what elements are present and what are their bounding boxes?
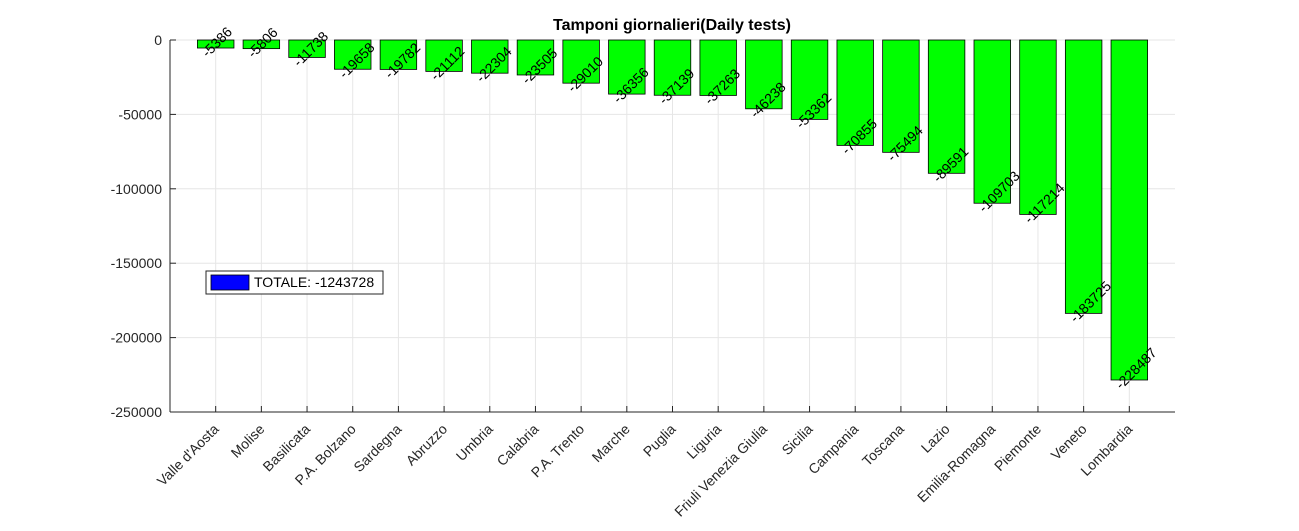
legend: TOTALE: -1243728 xyxy=(205,270,384,295)
legend-box xyxy=(205,270,384,295)
chart-title: Tamponi giornalieri(Daily tests) xyxy=(553,17,791,34)
bar xyxy=(516,39,555,76)
x-tick-label: Lazio xyxy=(918,421,953,456)
x-tick-label: Marche xyxy=(589,421,633,465)
bar xyxy=(288,39,326,58)
x-tick-label: Sicilia xyxy=(778,421,815,458)
bar xyxy=(562,39,600,84)
bar xyxy=(653,39,692,96)
x-tick-label: Sardegna xyxy=(350,421,404,475)
bar xyxy=(973,39,1011,204)
x-tick-label: Umbria xyxy=(453,421,496,464)
y-tick-label: -100000 xyxy=(111,181,163,197)
bar xyxy=(197,39,235,49)
bar xyxy=(242,39,281,50)
bar xyxy=(1019,39,1057,215)
y-tick-label: 0 xyxy=(154,32,162,48)
bar xyxy=(1110,39,1148,381)
bar xyxy=(334,39,372,70)
y-tick-label: -250000 xyxy=(111,404,163,420)
bar xyxy=(745,39,783,110)
x-tick-label: Liguria xyxy=(683,421,724,462)
grid xyxy=(170,39,1175,413)
bar xyxy=(608,39,646,95)
y-tick-label: -50000 xyxy=(118,106,162,122)
bar xyxy=(471,39,509,74)
bar xyxy=(882,39,920,153)
x-tick-label: Campania xyxy=(805,421,862,478)
y-tick-labels: 0 -50000 -100000 -150000 -200000 -250000 xyxy=(111,32,163,420)
x-tick-label: Molise xyxy=(228,421,268,461)
bars xyxy=(197,39,1148,381)
bar xyxy=(790,39,829,120)
legend-swatch xyxy=(210,274,250,291)
bar xyxy=(836,39,874,146)
x-tick-label: Valle d'Aosta xyxy=(154,421,222,489)
x-tick-label: Abruzzo xyxy=(403,421,451,469)
x-tick-label: Veneto xyxy=(1048,421,1090,463)
x-tick-label: Emilia-Romagna xyxy=(914,421,999,506)
x-tick-label: Toscana xyxy=(859,421,907,469)
x-tick-label: Piemonte xyxy=(991,421,1044,474)
axes xyxy=(169,39,1175,413)
bar xyxy=(425,39,463,72)
bar xyxy=(699,39,737,96)
x-tick-label: Puglia xyxy=(640,421,679,460)
bar xyxy=(379,39,418,70)
bar xyxy=(927,39,966,174)
legend-label: TOTALE: -1243728 xyxy=(254,274,374,290)
bar xyxy=(1064,39,1103,314)
y-tick-label: -200000 xyxy=(111,330,163,346)
y-tick-label: -150000 xyxy=(111,255,163,271)
